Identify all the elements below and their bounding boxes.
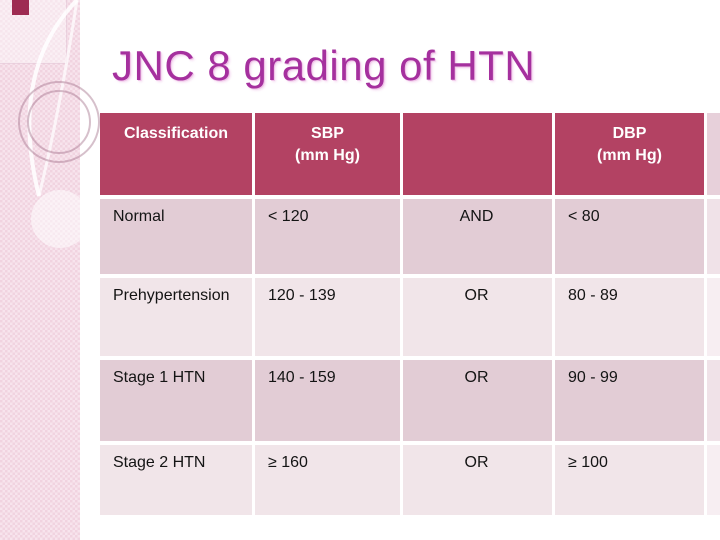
slide-title: JNC 8 grading of HTN bbox=[112, 42, 536, 89]
cell-classification: Normal bbox=[100, 199, 252, 274]
cell-sbp: 140 - 159 bbox=[255, 360, 400, 441]
cutoff-column-sliver bbox=[707, 445, 720, 515]
cutoff-column-sliver bbox=[707, 199, 720, 274]
cutoff-column-sliver bbox=[707, 360, 720, 441]
header-label: SBP bbox=[311, 125, 344, 142]
header-unit: (mm Hg) bbox=[295, 146, 360, 164]
cell-classification: Stage 1 HTN bbox=[100, 360, 252, 441]
cell-conjunction: OR bbox=[403, 360, 552, 441]
cell-classification: Prehypertension bbox=[100, 278, 252, 356]
cell-sbp: < 120 bbox=[255, 199, 400, 274]
cell-classification: Stage 2 HTN bbox=[100, 445, 252, 515]
cell-sbp: 120 - 139 bbox=[255, 278, 400, 356]
cell-dbp: ≥ 100 bbox=[555, 445, 704, 515]
header-unit: (mm Hg) bbox=[597, 146, 662, 164]
column-header-classification: Classification bbox=[100, 113, 252, 195]
cutoff-column-sliver bbox=[707, 113, 720, 195]
cell-sbp: ≥ 160 bbox=[255, 445, 400, 515]
htn-classification-table: Classification SBP (mm Hg) DBP (mm Hg) N… bbox=[100, 113, 720, 515]
header-label: DBP bbox=[612, 125, 647, 142]
cell-dbp: < 80 bbox=[555, 199, 704, 274]
cell-conjunction: AND bbox=[403, 199, 552, 274]
column-header-dbp: DBP (mm Hg) bbox=[555, 113, 704, 195]
side-band-texture bbox=[0, 0, 80, 540]
cell-conjunction: OR bbox=[403, 278, 552, 356]
cell-conjunction: OR bbox=[403, 445, 552, 515]
side-band-light-square bbox=[0, 0, 67, 64]
cutoff-column-sliver bbox=[707, 278, 720, 356]
column-header-sbp: SBP (mm Hg) bbox=[255, 113, 400, 195]
cell-dbp: 90 - 99 bbox=[555, 360, 704, 441]
header-label: Classification bbox=[123, 125, 229, 142]
column-header-conjunction bbox=[403, 113, 552, 195]
accent-mark bbox=[12, 0, 29, 15]
cell-dbp: 80 - 89 bbox=[555, 278, 704, 356]
